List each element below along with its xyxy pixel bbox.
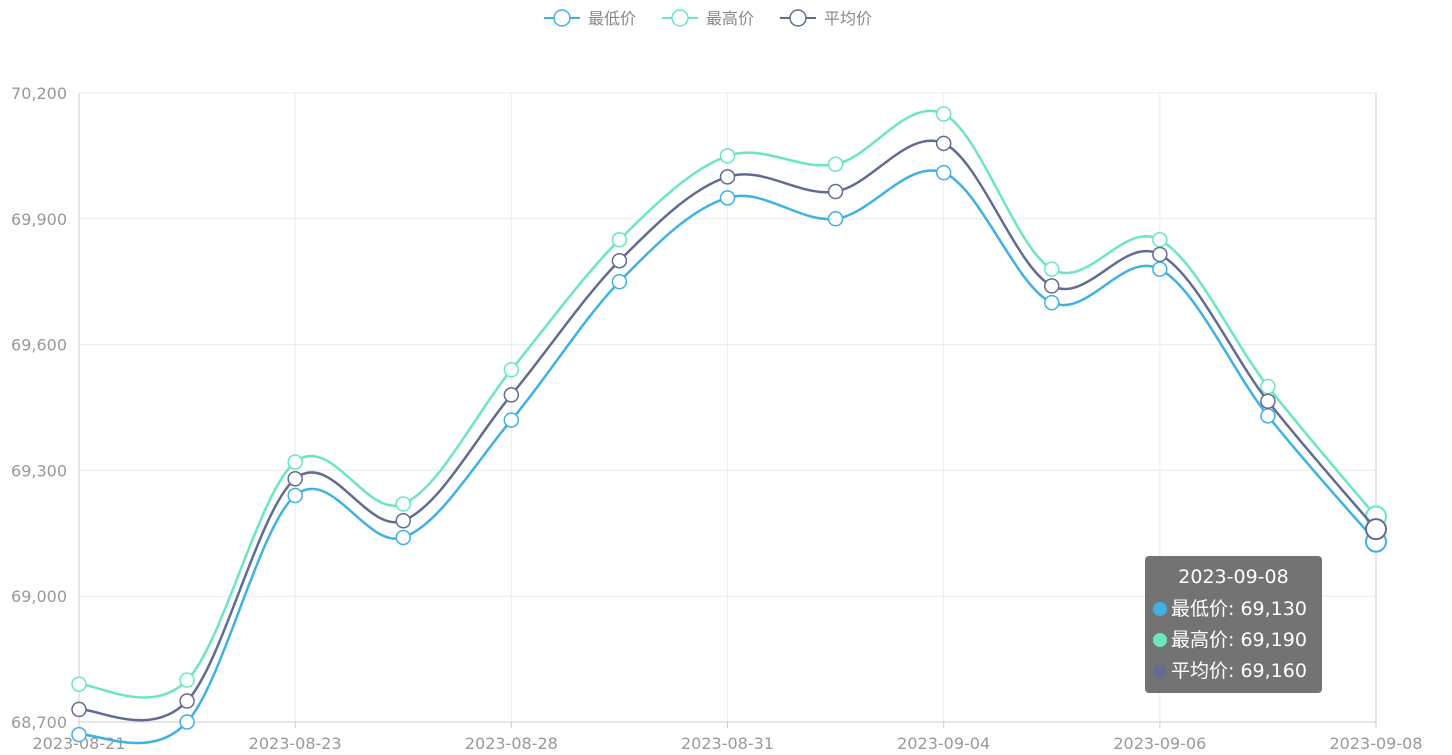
legend-item[interactable]: 最高价 xyxy=(662,9,754,28)
data-point xyxy=(179,693,195,709)
data-point xyxy=(71,726,87,743)
y-tick-label: 70,200 xyxy=(11,84,67,103)
series-dot-high xyxy=(1153,633,1167,647)
data-point xyxy=(179,714,195,730)
data-point xyxy=(611,232,628,248)
data-point xyxy=(395,529,411,546)
data-point xyxy=(179,672,195,688)
data-point xyxy=(1365,518,1387,541)
data-point xyxy=(1260,408,1276,424)
legend-label: 最高价 xyxy=(706,9,754,28)
tooltip-row-low-label: 最低价: 69,130 xyxy=(1171,598,1307,620)
data-point xyxy=(719,169,736,185)
data-point xyxy=(1044,261,1060,277)
data-point xyxy=(719,190,736,206)
data-point xyxy=(395,512,411,529)
series-dot-low xyxy=(1153,602,1167,616)
data-point xyxy=(503,362,520,378)
y-tick-label: 69,000 xyxy=(11,587,67,606)
legend-label: 最低价 xyxy=(588,9,636,28)
data-point xyxy=(1152,246,1168,263)
data-point xyxy=(935,106,952,122)
data-point xyxy=(287,487,303,504)
tooltip-row-avg: 平均价: 69,160 xyxy=(1153,656,1314,687)
data-point xyxy=(1152,261,1168,277)
legend-label: 平均价 xyxy=(824,9,872,28)
y-tick-label: 68,700 xyxy=(11,713,67,732)
legend-item[interactable]: 平均价 xyxy=(780,9,872,28)
legend-marker xyxy=(789,9,807,27)
data-point xyxy=(503,412,520,428)
data-point xyxy=(827,156,844,173)
legend-marker xyxy=(553,9,571,27)
x-tick-label: 2023-09-04 xyxy=(897,734,990,753)
legend-marker xyxy=(671,9,689,27)
data-point xyxy=(1044,294,1060,311)
series-dot-avg xyxy=(1153,664,1167,678)
y-tick-label: 69,600 xyxy=(11,336,67,355)
y-tick-label: 69,300 xyxy=(11,461,67,480)
x-tick-label: 2023-09-08 xyxy=(1330,734,1423,753)
x-tick-label: 2023-08-28 xyxy=(465,734,558,753)
axes: 68,700 69,000 69,300 69,600 69,900 70,200 2023… xyxy=(11,84,1422,753)
data-point xyxy=(503,387,520,403)
data-point xyxy=(719,148,736,164)
x-tick-label: 2023-08-31 xyxy=(681,734,774,753)
legend[interactable]: 最低价 最高价 平均价 xyxy=(544,9,872,28)
x-tick-label: 2023-09-06 xyxy=(1113,734,1206,753)
data-point xyxy=(935,135,952,152)
series-lines xyxy=(71,106,1387,745)
legend-item[interactable]: 最低价 xyxy=(544,9,636,28)
tooltip-title: 2023-09-08 xyxy=(1178,566,1289,588)
data-point xyxy=(395,496,411,512)
data-point xyxy=(1260,378,1276,395)
tooltip-row-high: 最高价: 69,190 xyxy=(1153,625,1314,656)
tooltip-row-high-label: 最高价: 69,190 xyxy=(1171,629,1307,651)
data-point xyxy=(611,273,628,290)
data-point xyxy=(611,252,628,269)
data-point xyxy=(1152,232,1168,248)
data-point xyxy=(71,701,87,718)
data-point xyxy=(287,471,303,487)
data-point xyxy=(287,454,303,470)
data-point xyxy=(1260,393,1276,409)
x-tick-label: 2023-08-23 xyxy=(249,734,342,753)
data-point xyxy=(827,183,844,200)
data-point xyxy=(827,211,844,227)
data-point xyxy=(71,676,87,693)
tooltip-row-low: 最低价: 69,130 xyxy=(1153,594,1314,625)
data-point xyxy=(1044,278,1060,294)
data-point xyxy=(935,164,952,181)
tooltip: 2023-09-08 最低价: 69,130 最高价: 69,190 平均价: … xyxy=(1145,556,1322,693)
tooltip-row-avg-label: 平均价: 69,160 xyxy=(1171,660,1307,682)
y-tick-label: 69,900 xyxy=(11,210,67,229)
